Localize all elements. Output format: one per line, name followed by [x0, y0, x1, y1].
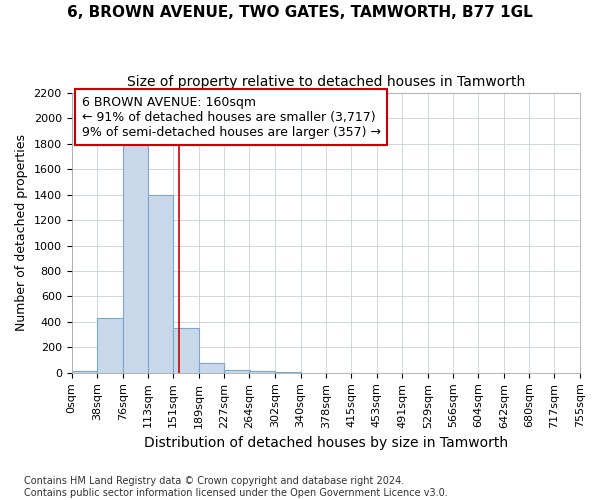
Bar [275, 372, 301, 373]
X-axis label: Distribution of detached houses by size in Tamworth: Distribution of detached houses by size … [144, 436, 508, 450]
Y-axis label: Number of detached properties: Number of detached properties [15, 134, 28, 332]
Bar [123, 144, 148, 373]
Bar [148, 194, 173, 373]
Bar [199, 364, 224, 373]
Bar [173, 328, 199, 373]
Text: 6 BROWN AVENUE: 160sqm
← 91% of detached houses are smaller (3,717)
9% of semi-d: 6 BROWN AVENUE: 160sqm ← 91% of detached… [82, 96, 380, 138]
Title: Size of property relative to detached houses in Tamworth: Size of property relative to detached ho… [127, 75, 525, 89]
Text: 6, BROWN AVENUE, TWO GATES, TAMWORTH, B77 1GL: 6, BROWN AVENUE, TWO GATES, TAMWORTH, B7… [67, 5, 533, 20]
Bar [250, 371, 275, 373]
Bar [97, 318, 123, 373]
Bar [71, 371, 97, 373]
Text: Contains HM Land Registry data © Crown copyright and database right 2024.
Contai: Contains HM Land Registry data © Crown c… [24, 476, 448, 498]
Bar [224, 370, 250, 373]
